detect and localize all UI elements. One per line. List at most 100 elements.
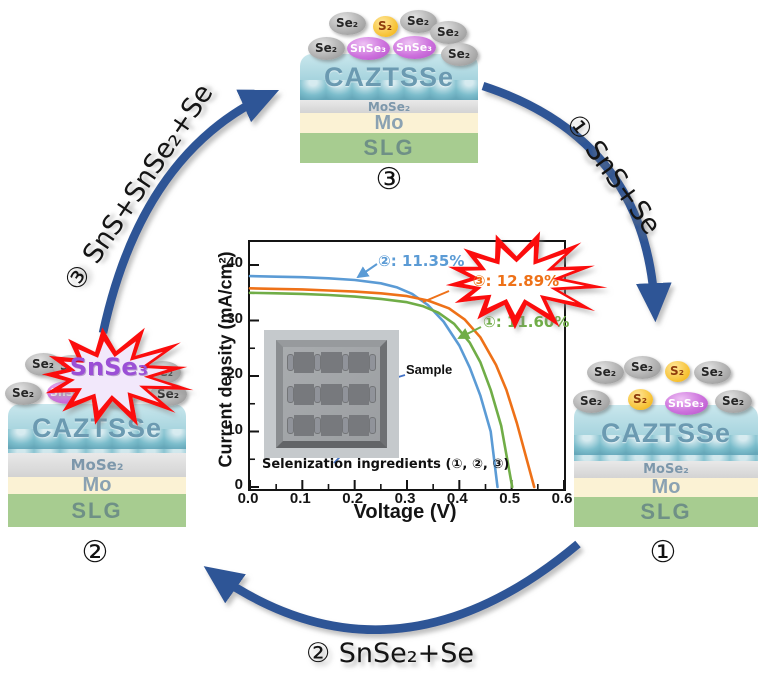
particle-snse3: SnSe₃ [346,36,390,60]
particle-s2: S₂ [627,388,653,410]
layer-label-mose2: MoSe₂ [367,99,411,114]
particle-se2: Se₂ [328,11,366,35]
y-tick-label: 40 [226,254,243,271]
layer-slg: SLG [300,133,478,163]
layer-label-mo: Mo [651,476,681,498]
layer-label-slg: SLG [640,499,692,524]
arrow-step2 [203,540,581,634]
ingredient-pill [341,354,349,371]
layer-mose2: MoSe₂ [8,453,186,477]
layer-label-mo: Mo [82,474,112,496]
x-tick-label: 0.6 [551,490,573,507]
layer-label-mose2: MoSe₂ [643,462,689,477]
tray-row [287,383,376,405]
jv-curve-device-1 [248,291,514,489]
ingredient-pill [314,417,322,434]
sample-cell [321,383,342,405]
layer-slg: SLG [8,494,186,527]
y-tick-label: 10 [226,420,243,438]
layer-mose2: MoSe₂ [574,461,758,478]
grain-texture [574,435,758,461]
ingredient-pill [369,417,376,434]
particle-snse3: SnSe₃ [392,35,436,59]
layer-label-caztsse: CAZTSSe [600,417,732,448]
y-tick-label: 20 [226,365,243,382]
annotation-eff-3: ③: 12.89% [472,272,560,290]
x-tick-label: 0.0 [237,490,259,507]
annotation-arrow-green [457,326,482,339]
particle-se2: Se₂ [623,355,661,379]
jv-curve-device-2 [248,274,499,489]
layer-label-mose2: MoSe₂ [70,456,124,474]
y-tick-label: 0 [234,476,243,493]
annotation-eff-2: ②: 11.35% [378,252,465,270]
device-number-2: ② [81,535,109,570]
graphite-tray [276,340,387,448]
ingredient-pill [287,417,294,434]
layer-label-slg: SLG [71,497,123,523]
layer-mo: Mo [574,476,758,498]
layer-label-caztsse: CAZTSSe [323,61,455,92]
tray-row [287,352,376,373]
particle-se2: Se₂ [429,20,467,44]
x-tick-label: 0.1 [289,490,311,507]
particle-s2: S₂ [664,360,690,382]
ingredient-pill [314,385,322,403]
ingredient-pill [287,354,294,371]
route-label-step2: ② SnSe₂+Se [306,638,474,669]
sample-cell [321,415,342,436]
x-tick-label: 0.4 [446,490,468,507]
starburst-left [41,327,194,426]
layer-mo: Mo [8,474,186,496]
sample-cell [293,383,315,405]
ingredient-pill [369,385,376,403]
inset-label-sample: Sample [406,362,453,377]
layer-label-slg: SLG [363,135,415,160]
particle-se2: Se₂ [399,9,437,33]
layer-caztsse: CAZTSSe [574,405,758,461]
particle-se2: Se₂ [714,389,752,413]
layer-slg: SLG [574,497,758,527]
sample-grid [287,352,376,436]
sample-cell [348,383,370,405]
sample-photo-inset [264,330,399,458]
ingredient-pill [341,385,349,403]
arrow-step3 [98,89,280,334]
layer-caztsse: CAZTSSe [8,404,186,453]
ingredient-pill [287,385,294,403]
sample-cell [293,415,315,436]
particle-se2: Se₂ [572,389,610,413]
layer-label-mo: Mo [374,111,404,134]
y-tick-label: 30 [226,309,243,327]
ingredient-pill [341,417,349,434]
particle-se2: Se₂ [586,360,624,384]
arrow-step1 [481,81,672,323]
annotation-leader-orange [422,290,450,303]
particle-se2: Se₂ [4,381,42,405]
ingredient-pill [314,354,322,371]
burst-label-snse3: SnSe₃ [69,353,149,381]
sample-cell [348,352,370,373]
x-tick-label: 0.5 [499,490,521,507]
sample-cell [293,352,315,373]
particle-se2: Se₂ [693,360,731,384]
grain-texture [8,429,186,453]
grain-texture [300,80,478,100]
inset-label-ingredients: Selenization ingredients (①, ②, ③) [262,457,510,472]
device-number-3: ③ [375,162,403,197]
x-axis-title: Voltage (V) [353,501,457,523]
sample-cell [348,415,370,436]
tray-row [287,415,376,436]
particle-snse3: SnSe₃ [664,391,708,415]
layer-mo: Mo [300,111,478,134]
particle-se2: Se₂ [440,42,478,66]
device-stack-right: CAZTSSe MoSe₂ Mo SLG ① [574,350,758,580]
layer-mose2: MoSe₂ [300,99,478,114]
x-tick-label: 0.3 [394,490,416,507]
starburst-center [445,231,608,330]
particle-se2: Se₂ [307,36,345,60]
x-tick-label: 0.2 [342,490,364,507]
sample-cell [321,352,342,373]
